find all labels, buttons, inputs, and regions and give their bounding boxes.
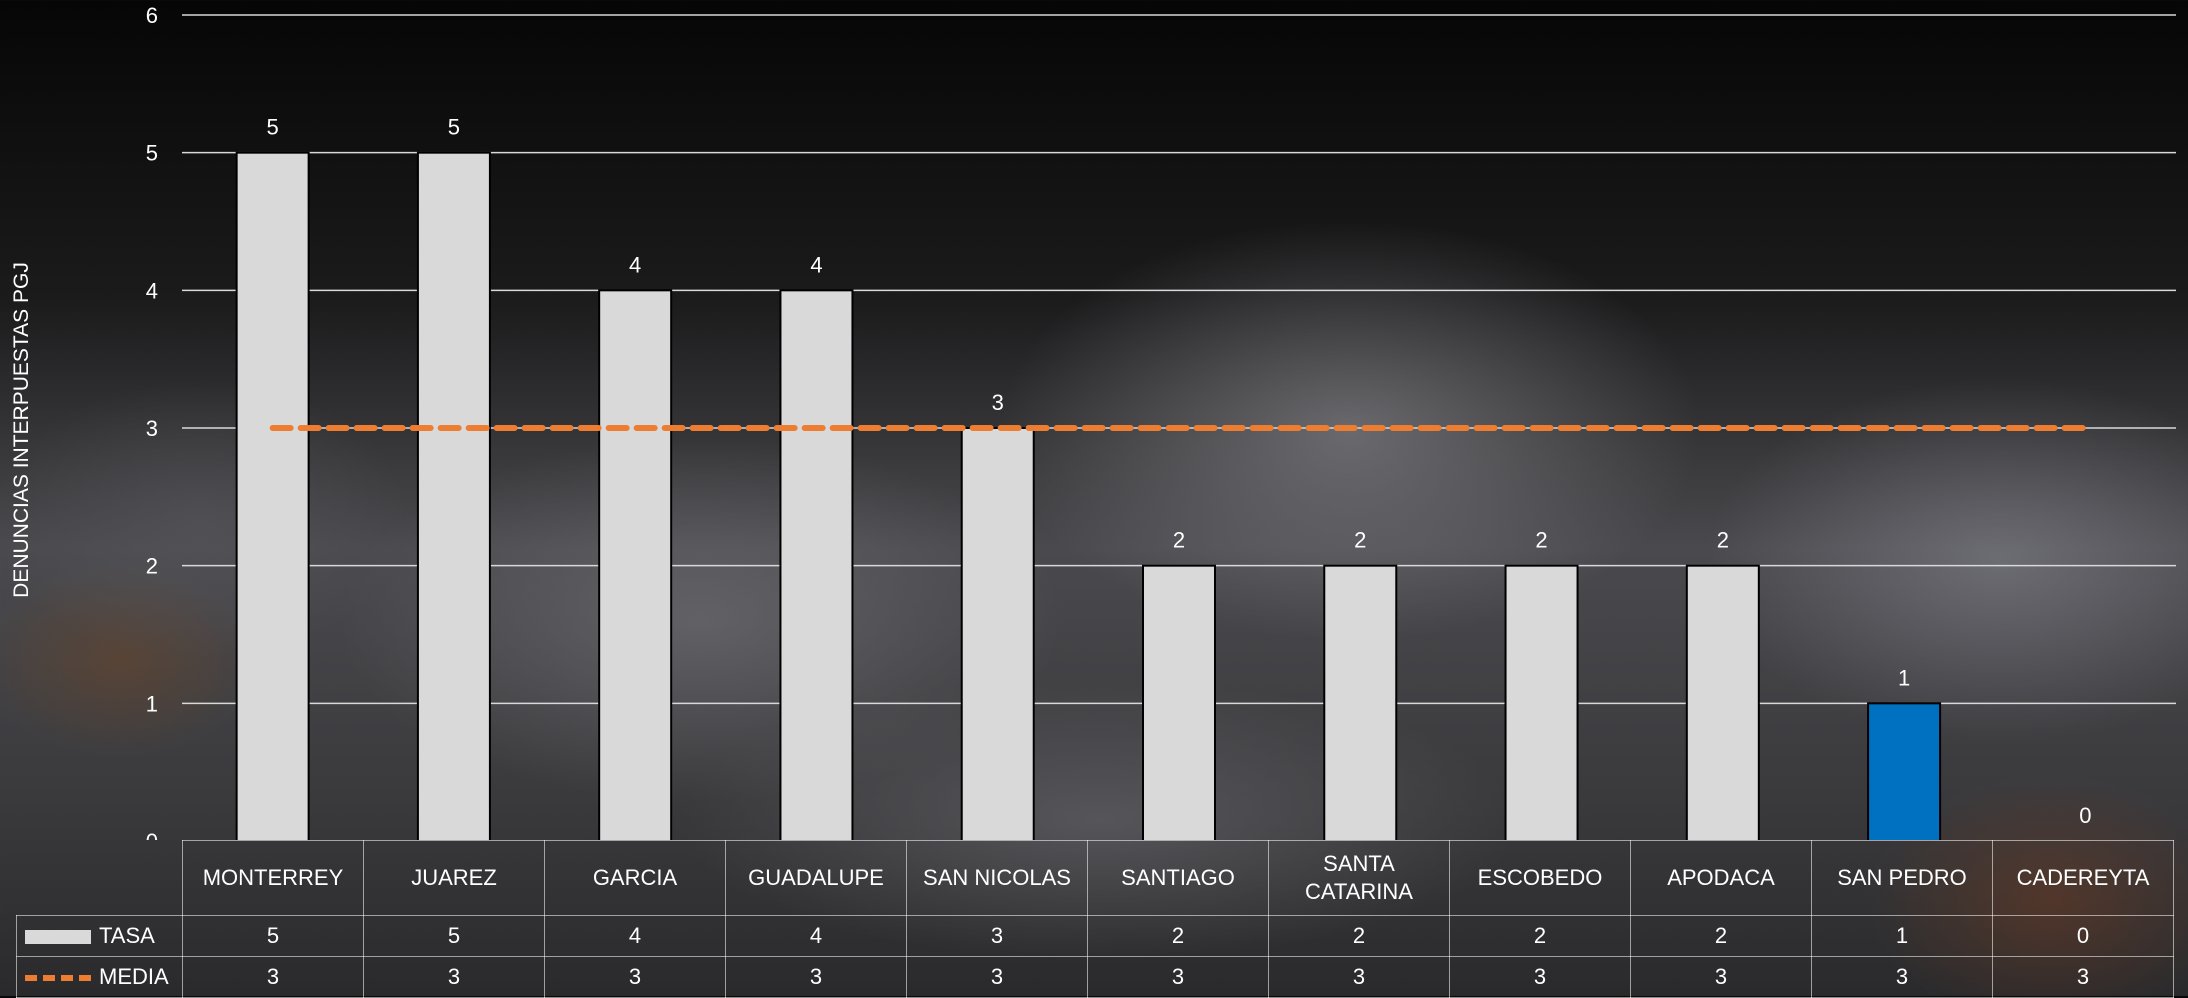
legend-swatch-media [25, 975, 91, 982]
bar [416, 151, 491, 840]
data-labels: 5 5 4 4 3 2 2 2 2 1 0 [267, 115, 2092, 828]
legend-label-tasa: TASA [99, 923, 155, 948]
category-label: SAN NICOLAS [906, 840, 1088, 916]
bar [235, 151, 310, 840]
legend-entry-media: MEDIA [16, 956, 183, 998]
y-axis-label: DENUNCIAS INTERPUESTAS PGJ [10, 262, 33, 598]
category-label-line: SANTA [1323, 851, 1395, 876]
data-label: 5 [448, 115, 460, 140]
table-cell: 3 [1630, 956, 1812, 998]
table-cell: 2 [1630, 915, 1812, 957]
table-cell: 3 [1992, 956, 2174, 998]
category-label-line: CATARINA [1305, 879, 1413, 904]
table-cell: 2 [1268, 915, 1450, 957]
table-row-tasa: TASA 5 5 4 4 3 2 2 2 2 1 0 [16, 915, 2174, 957]
table-cell: 3 [1811, 956, 1993, 998]
category-label: CADEREYTA [1992, 840, 2174, 916]
legend-entry-tasa: TASA [16, 915, 183, 957]
table-cell: 0 [1992, 915, 2174, 957]
data-label: 0 [2079, 803, 2091, 828]
bar [779, 289, 854, 840]
y-tick-label: 0 [146, 829, 158, 840]
category-label: GUADALUPE [725, 840, 907, 916]
table-cell: 3 [363, 956, 545, 998]
category-label: SANTA CATARINA [1268, 840, 1450, 916]
bar [960, 427, 1035, 840]
bar [1685, 564, 1760, 840]
table-cell: 4 [544, 915, 726, 957]
table-cell: 2 [1087, 915, 1269, 957]
data-label: 1 [1898, 665, 1910, 690]
category-label: MONTERREY [182, 840, 364, 916]
legend-label-media: MEDIA [99, 964, 169, 989]
y-tick-label: 4 [146, 278, 158, 303]
category-label: SAN PEDRO [1811, 840, 1993, 916]
category-label: ESCOBEDO [1449, 840, 1631, 916]
category-label: APODACA [1630, 840, 1812, 916]
category-label: SANTIAGO [1087, 840, 1269, 916]
bar [598, 289, 673, 840]
y-tick-label: 2 [146, 554, 158, 579]
table-corner [17, 841, 183, 916]
y-tick-label: 6 [146, 3, 158, 28]
table-cell: 3 [1268, 956, 1450, 998]
table-cell: 2 [1449, 915, 1631, 957]
legend-swatch-tasa [25, 930, 91, 945]
table-cell: 3 [725, 956, 907, 998]
data-label: 4 [629, 252, 641, 277]
data-label: 2 [1173, 528, 1185, 553]
bar [1142, 564, 1216, 840]
data-label: 2 [1535, 528, 1547, 553]
table-cell: 1 [1811, 915, 1993, 957]
data-label: 4 [810, 252, 822, 277]
data-label: 5 [267, 115, 279, 140]
y-tick-label: 3 [146, 416, 158, 441]
table-cell: 5 [363, 915, 545, 957]
table-cell: 5 [182, 915, 364, 957]
category-row: MONTERREY JUAREZ GARCIA GUADALUPE SAN NI… [17, 840, 2174, 916]
category-label: JUAREZ [363, 840, 545, 916]
table-cell: 3 [1449, 956, 1631, 998]
table-cell: 3 [906, 956, 1088, 998]
data-label: 2 [1717, 528, 1729, 553]
bar [1323, 564, 1398, 840]
table-cell: 4 [725, 915, 907, 957]
data-table: MONTERREY JUAREZ GARCIA GUADALUPE SAN NI… [16, 840, 2174, 998]
category-label: GARCIA [544, 840, 726, 916]
table-cell: 3 [906, 915, 1088, 957]
chart: DENUNCIAS INTERPUESTAS PGJ 0 1 2 3 4 5 6 5 5 4 4 3… [10, 3, 2176, 840]
y-axis-ticks: 0 1 2 3 4 5 6 [146, 3, 158, 840]
table-cell: 3 [544, 956, 726, 998]
bar [1504, 564, 1579, 840]
data-label: 3 [992, 390, 1004, 415]
y-tick-label: 5 [146, 141, 158, 166]
table-cell: 3 [182, 956, 364, 998]
y-tick-label: 1 [146, 691, 158, 716]
bars [235, 151, 1942, 840]
table-row-media: MEDIA 3 3 3 3 3 3 3 3 3 3 3 [16, 956, 2174, 998]
bar [1867, 702, 1942, 840]
data-label: 2 [1354, 528, 1366, 553]
table-cell: 3 [1087, 956, 1269, 998]
